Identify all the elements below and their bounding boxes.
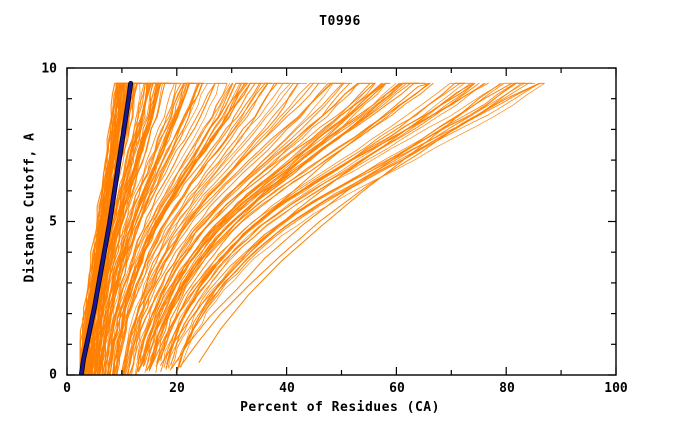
x-tick-label-20: 20: [169, 381, 185, 396]
x-axis-label: Percent of Residues (CA): [240, 400, 440, 415]
prediction-curves-group: [79, 82, 545, 375]
y-tick-label-0: 0: [49, 367, 57, 383]
reference-curve: [78, 80, 134, 375]
x-tick-label-40: 40: [279, 381, 295, 396]
x-tick-label-100: 100: [604, 381, 628, 396]
axis-frame: [66, 67, 617, 376]
chart-title: T0996: [319, 14, 361, 29]
x-tick-label-80: 80: [499, 381, 515, 396]
y-tick-label-5: 5: [49, 214, 57, 230]
x-tick-label-0: 0: [63, 381, 71, 396]
y-tick-label-10: 10: [41, 61, 57, 77]
x-tick-label-60: 60: [389, 381, 405, 396]
